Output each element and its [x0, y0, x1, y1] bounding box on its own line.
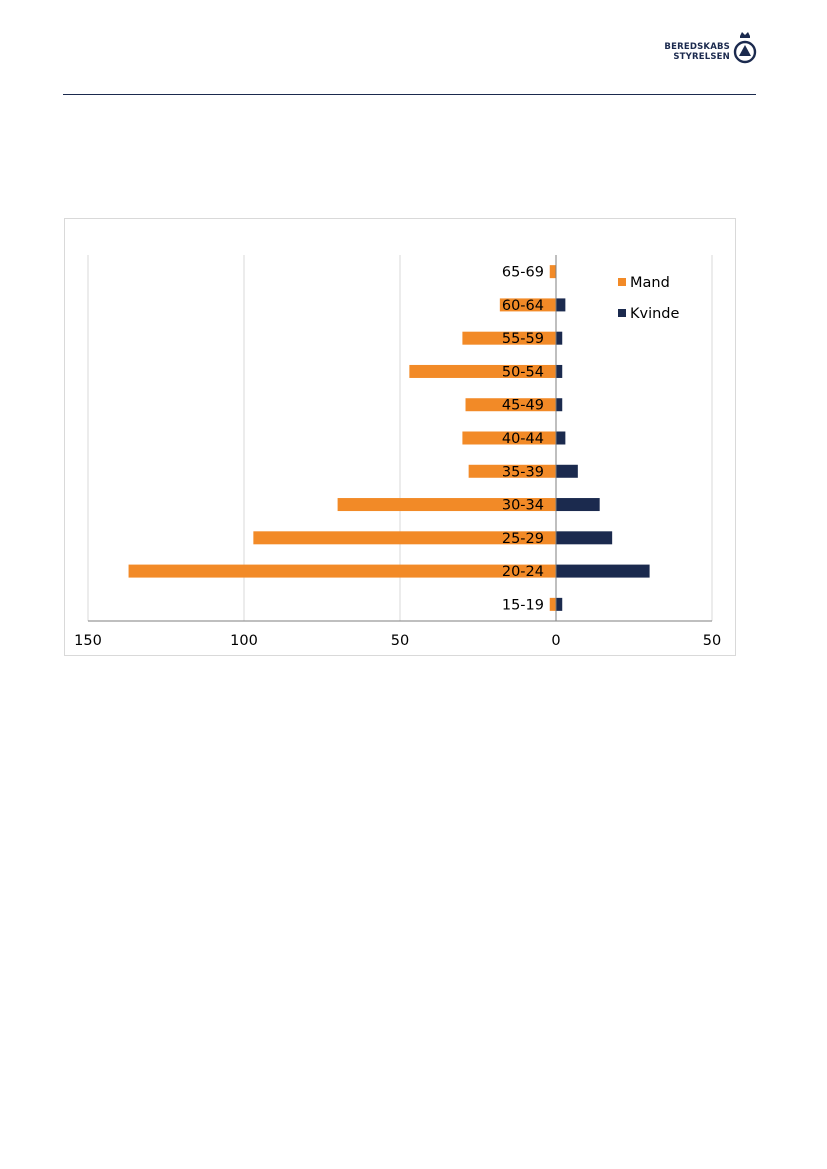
- category-label-50-54: 50-54: [502, 364, 544, 380]
- x-tick-label: 100: [230, 633, 258, 649]
- legend-swatch-kvinde: [618, 309, 626, 317]
- chart-canvas: 15-19 20-24 25-29 30-34 35-39 40-44 45-49 50-54…: [74, 255, 721, 649]
- bar-mand-55-59: [462, 331, 556, 345]
- bar-kvinde-25-29: [556, 531, 613, 545]
- bar-mand-65-69: [549, 265, 556, 279]
- legend-label-mand: Mand: [630, 275, 670, 291]
- category-label-25-29: 25-29: [502, 531, 544, 547]
- beredskabsstyrelsen-logo: BEREDSKABS STYRELSEN: [664, 30, 764, 70]
- bar-mand-35-39: [468, 464, 556, 478]
- bar-mand-25-29: [253, 531, 557, 545]
- legend: Mand Kvinde: [618, 275, 680, 322]
- legend-swatch-mand: [618, 278, 626, 286]
- category-label-30-34: 30-34: [502, 498, 544, 514]
- bar-mand-50-54: [409, 364, 556, 378]
- bar-kvinde-45-49: [556, 398, 563, 412]
- x-tick-label: 50: [391, 633, 409, 649]
- bar-mand-30-34: [337, 498, 556, 512]
- gridlines: [87, 255, 713, 621]
- x-tick-label: 0: [551, 633, 560, 649]
- category-label-65-69: 65-69: [502, 265, 544, 281]
- logo-text-line1: BEREDSKABS: [664, 42, 730, 52]
- category-label-60-64: 60-64: [502, 298, 544, 314]
- bar-kvinde-60-64: [556, 298, 566, 312]
- bar-mand-40-44: [462, 431, 556, 445]
- bar-kvinde-55-59: [556, 331, 563, 345]
- x-tick-labels: 150 100 50 0 50: [74, 633, 721, 649]
- category-label-20-24: 20-24: [502, 564, 544, 580]
- axes: [88, 255, 712, 622]
- category-label-35-39: 35-39: [502, 464, 544, 480]
- logo-wordmark: BEREDSKABS STYRELSEN: [664, 42, 730, 62]
- crown-emblem-icon: [733, 32, 757, 64]
- bar-kvinde-30-34: [556, 498, 600, 512]
- bar-mand-45-49: [465, 398, 556, 412]
- bar-kvinde-50-54: [556, 364, 563, 378]
- bar-kvinde-40-44: [556, 431, 566, 445]
- category-labels: 15-19 20-24 25-29 30-34 35-39 40-44 45-49 50-54…: [502, 265, 544, 614]
- population-pyramid-chart: 15-19 20-24 25-29 30-34 35-39 40-44 45-49 50-54…: [64, 218, 736, 656]
- bars: [128, 265, 650, 611]
- bar-mand-15-19: [549, 597, 556, 611]
- header-rule: [63, 94, 756, 95]
- category-label-15-19: 15-19: [502, 597, 544, 613]
- x-tick-label: 150: [74, 633, 102, 649]
- logo-text-line2: STYRELSEN: [673, 52, 730, 62]
- bar-kvinde-15-19: [556, 597, 563, 611]
- category-label-55-59: 55-59: [502, 331, 544, 347]
- bar-mand-60-64: [499, 298, 556, 312]
- bar-kvinde-20-24: [556, 564, 650, 578]
- legend-label-kvinde: Kvinde: [630, 306, 680, 322]
- x-tick-label: 50: [703, 633, 721, 649]
- category-label-45-49: 45-49: [502, 398, 544, 414]
- bar-mand-20-24: [128, 564, 556, 578]
- category-label-40-44: 40-44: [502, 431, 544, 447]
- bar-kvinde-35-39: [556, 464, 578, 478]
